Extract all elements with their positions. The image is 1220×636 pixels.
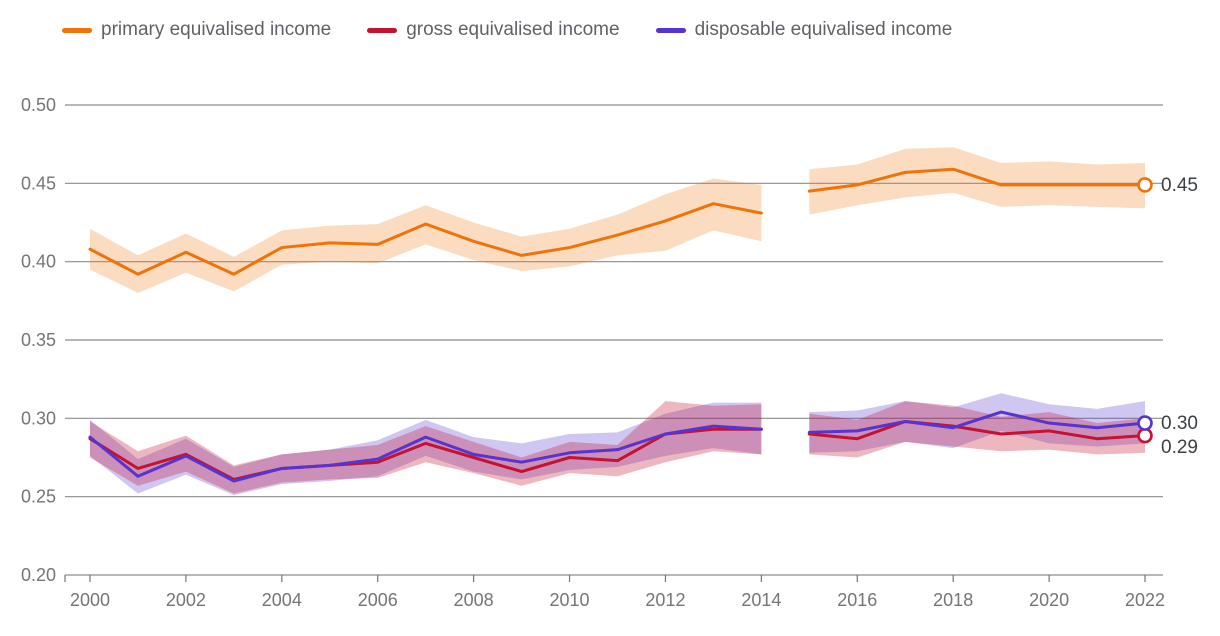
legend-swatch-primary-icon: [62, 27, 92, 33]
legend-label-gross: gross equivalised income: [406, 19, 620, 40]
chart-svg[interactable]: 0.20 0.25 0.30 0.35 0.40 0.45 0.50 2000 2002 2004…: [0, 46, 1220, 636]
svg-text:0.45: 0.45: [21, 173, 56, 193]
legend-swatch-disposable-icon: [655, 27, 686, 33]
svg-text:0.25: 0.25: [21, 487, 56, 507]
svg-text:0.30: 0.30: [1161, 413, 1198, 434]
svg-text:0.30: 0.30: [21, 408, 56, 428]
svg-text:2014: 2014: [741, 590, 781, 610]
svg-text:2018: 2018: [933, 590, 973, 610]
svg-text:2022: 2022: [1125, 590, 1165, 610]
svg-text:0.20: 0.20: [21, 565, 56, 585]
chart: 0.20 0.25 0.30 0.35 0.40 0.45 0.50 2000 2002 2004…: [0, 46, 1220, 636]
svg-text:2010: 2010: [550, 590, 590, 610]
legend: primary equivalised income gross equival…: [0, 0, 1220, 46]
svg-text:0.29: 0.29: [1161, 437, 1198, 458]
svg-text:0.50: 0.50: [21, 95, 56, 115]
svg-text:2020: 2020: [1029, 590, 1069, 610]
legend-item-primary[interactable]: primary equivalised income: [62, 19, 331, 41]
svg-text:0.45: 0.45: [1161, 175, 1198, 196]
svg-text:2000: 2000: [70, 590, 110, 610]
legend-label-primary: primary equivalised income: [101, 19, 332, 40]
svg-text:2012: 2012: [645, 590, 685, 610]
svg-text:2016: 2016: [837, 590, 877, 610]
svg-text:2006: 2006: [358, 590, 398, 610]
svg-text:2004: 2004: [262, 590, 302, 610]
svg-text:2008: 2008: [454, 590, 494, 610]
svg-text:0.35: 0.35: [21, 330, 56, 350]
legend-item-gross[interactable]: gross equivalised income: [367, 19, 620, 41]
svg-text:0.40: 0.40: [21, 252, 56, 272]
legend-swatch-gross-icon: [367, 27, 398, 33]
legend-label-disposable: disposable equivalised income: [694, 19, 953, 40]
legend-item-disposable[interactable]: disposable equivalised income: [655, 19, 953, 41]
svg-text:2002: 2002: [166, 590, 206, 610]
